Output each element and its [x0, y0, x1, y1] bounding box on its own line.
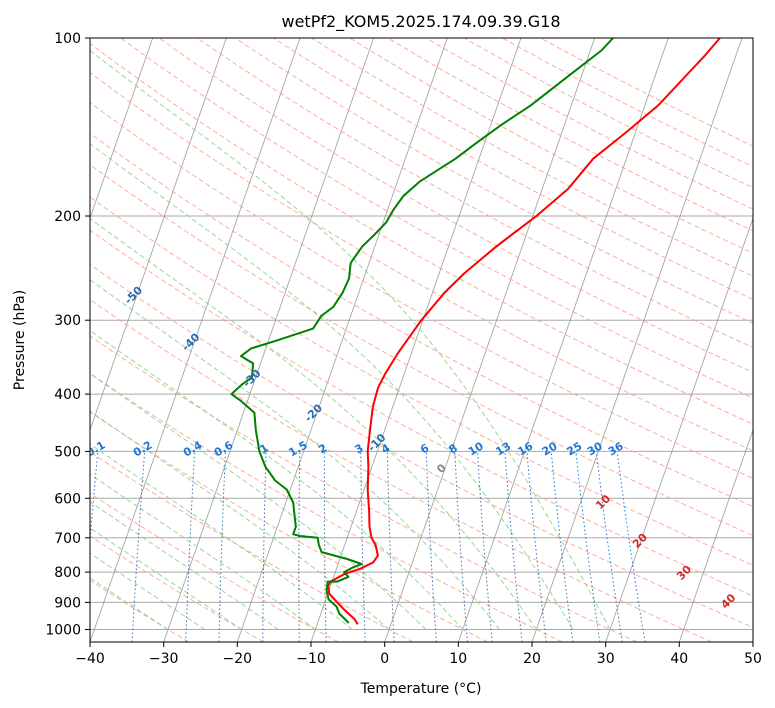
moist-adiabat-line	[90, 443, 353, 630]
y-tick-label: 200	[54, 209, 81, 225]
isotherm-line	[457, 38, 669, 642]
y-tick-label: 1000	[45, 623, 81, 639]
dry-adiabat-line	[90, 372, 563, 642]
y-tick-label: 900	[54, 595, 81, 611]
dry-adiabat-line	[90, 229, 753, 597]
x-tick-label: −20	[223, 651, 253, 667]
mixing-ratio-lines	[90, 451, 646, 642]
isotherm-line	[90, 38, 301, 642]
dewpoint-line	[230, 38, 614, 624]
moist-adiabat-line	[90, 552, 206, 630]
isotherm-line	[310, 38, 522, 642]
temperature-line	[327, 38, 721, 625]
x-tick-label: 40	[670, 651, 688, 667]
moist-adiabat-line	[90, 279, 500, 630]
isotherm-line	[605, 216, 753, 642]
mixing-ratio-line	[526, 451, 547, 642]
plot-frame	[89, 37, 754, 643]
chart-title: wetPf2_KOM5.2025.174.09.39.G18	[281, 12, 560, 32]
x-tick-label: 0	[380, 651, 389, 667]
mixing-ratio-line	[595, 451, 623, 642]
dry-adiabat-line	[90, 535, 264, 642]
isobar-gridlines	[90, 38, 753, 630]
dry-adiabat-line	[90, 196, 753, 566]
isotherm-line	[90, 38, 154, 220]
mixing-ratio-line	[504, 451, 523, 642]
moist-adiabat-line	[90, 217, 537, 630]
moist-adiabat-line	[90, 373, 427, 630]
moist-adiabat-line	[90, 577, 169, 630]
isotherm-line	[384, 38, 596, 642]
moist-adiabat-line	[90, 143, 574, 630]
y-tick-label: 600	[54, 491, 81, 507]
dry-adiabat-line	[234, 38, 753, 324]
dry-adiabat-line	[90, 164, 753, 537]
mixing-ratio-line	[550, 451, 574, 642]
dry-adiabat-line	[158, 38, 753, 374]
dry-adiabat-line	[273, 38, 753, 300]
y-tick-label: 300	[54, 313, 81, 329]
dry-adiabat-line	[196, 38, 753, 349]
isotherm-line	[163, 38, 375, 642]
mixing-ratio-line	[616, 451, 646, 642]
mixing-ratio-line	[575, 451, 601, 642]
moist-adiabat-line	[90, 501, 279, 630]
dry-adiabat-line	[90, 335, 638, 642]
dry-adiabat-line	[90, 132, 753, 508]
isotherm-line	[678, 428, 753, 642]
x-tick-label: −30	[149, 651, 179, 667]
isotherm-gridlines	[90, 38, 753, 642]
y-tick-label: 500	[54, 444, 81, 460]
x-tick-label: 20	[523, 651, 541, 667]
x-axis-label: Temperature (°C)	[360, 681, 482, 697]
dry-adiabat-line	[90, 72, 753, 452]
y-tick-label: 800	[54, 565, 81, 581]
x-tick-label: 30	[597, 651, 615, 667]
moist-adiabat-line	[90, 527, 242, 630]
x-tick-label: 50	[744, 651, 762, 667]
x-tick-label: −40	[75, 651, 105, 667]
x-tick-label: 10	[449, 651, 467, 667]
y-tick-label: 400	[54, 387, 81, 403]
moist-adiabat-line	[90, 49, 611, 630]
sounding-series	[230, 38, 721, 625]
moist-adiabat-line	[90, 329, 464, 630]
isotherm-line	[236, 38, 448, 642]
isotherm-line	[90, 38, 227, 432]
dry-adiabat-line	[90, 263, 753, 629]
moist-adiabat-line	[90, 410, 390, 630]
dry-adiabat-line	[90, 579, 190, 642]
dry-adiabat-line	[90, 411, 488, 642]
y-tick-label: 700	[54, 531, 81, 547]
x-axis: −40 −30 −20 −10 0 10 20 30 40 50	[75, 642, 762, 667]
dry-adiabat-line	[90, 102, 753, 479]
y-tick-label: 100	[54, 31, 81, 47]
y-axis-label: Pressure (hPa)	[12, 290, 28, 390]
moist-adiabats	[90, 49, 611, 630]
isotherm-line	[531, 38, 743, 642]
x-tick-label: −10	[296, 651, 326, 667]
y-axis: 1000 900 800 700 600 500 400 300 200 100	[45, 31, 90, 639]
